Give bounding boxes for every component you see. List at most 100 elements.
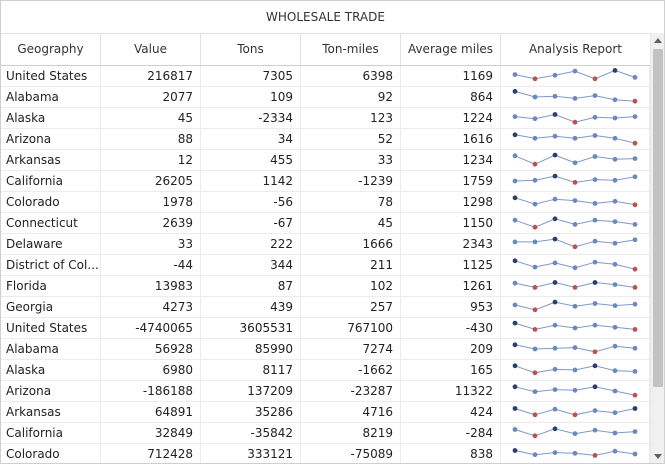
cell-ton-miles[interactable]: 1666	[301, 234, 401, 255]
table-row[interactable]: Arkansas 64891 35286 4716 424	[1, 402, 650, 423]
table-row[interactable]: Connecticut 2639 -67 45 1150	[1, 213, 650, 234]
cell-analysis-report[interactable]	[501, 255, 650, 276]
cell-average-miles[interactable]: 1759	[401, 171, 501, 192]
cell-value[interactable]: 56928	[101, 339, 201, 360]
cell-average-miles[interactable]: 1261	[401, 276, 501, 297]
cell-analysis-report[interactable]	[501, 129, 650, 150]
cell-value[interactable]: 2639	[101, 213, 201, 234]
cell-tons[interactable]: 455	[201, 150, 301, 171]
cell-value[interactable]: 12	[101, 150, 201, 171]
cell-ton-miles[interactable]: 92	[301, 87, 401, 108]
cell-average-miles[interactable]: 838	[401, 444, 501, 463]
cell-geography[interactable]: United States	[1, 318, 101, 339]
column-header-average-miles[interactable]: Average miles	[401, 33, 501, 65]
cell-analysis-report[interactable]	[501, 87, 650, 108]
column-header-tons[interactable]: Tons	[201, 33, 301, 65]
vertical-scrollbar[interactable]	[650, 33, 664, 463]
cell-geography[interactable]: Connecticut	[1, 213, 101, 234]
cell-value[interactable]: 6980	[101, 360, 201, 381]
column-header-value[interactable]: Value	[101, 33, 201, 65]
cell-ton-miles[interactable]: 78	[301, 192, 401, 213]
cell-tons[interactable]: -2334	[201, 108, 301, 129]
cell-ton-miles[interactable]: 6398	[301, 66, 401, 87]
chevron-down-icon[interactable]	[651, 449, 664, 463]
table-row[interactable]: District of Col... -44 344 211 1125	[1, 255, 650, 276]
table-row[interactable]: United States -4740065 3605531 767100 -430	[1, 318, 650, 339]
cell-value[interactable]: -186188	[101, 381, 201, 402]
cell-analysis-report[interactable]	[501, 444, 650, 463]
cell-value[interactable]: 13983	[101, 276, 201, 297]
cell-value[interactable]: -44	[101, 255, 201, 276]
cell-average-miles[interactable]: 1169	[401, 66, 501, 87]
cell-geography[interactable]: Arizona	[1, 381, 101, 402]
cell-ton-miles[interactable]: -23287	[301, 381, 401, 402]
cell-geography[interactable]: Arkansas	[1, 402, 101, 423]
cell-average-miles[interactable]: 953	[401, 297, 501, 318]
cell-geography[interactable]: Florida	[1, 276, 101, 297]
cell-tons[interactable]: -35842	[201, 423, 301, 444]
cell-tons[interactable]: 222	[201, 234, 301, 255]
table-row[interactable]: Georgia 4273 439 257 953	[1, 297, 650, 318]
cell-average-miles[interactable]: 424	[401, 402, 501, 423]
cell-ton-miles[interactable]: 7274	[301, 339, 401, 360]
cell-value[interactable]: 712428	[101, 444, 201, 463]
cell-tons[interactable]: 8117	[201, 360, 301, 381]
cell-value[interactable]: -4740065	[101, 318, 201, 339]
table-row[interactable]: Arizona -186188 137209 -23287 11322	[1, 381, 650, 402]
cell-value[interactable]: 2077	[101, 87, 201, 108]
cell-average-miles[interactable]: 209	[401, 339, 501, 360]
cell-ton-miles[interactable]: 45	[301, 213, 401, 234]
table-row[interactable]: Colorado 1978 -56 78 1298	[1, 192, 650, 213]
chevron-up-icon[interactable]	[651, 33, 664, 47]
cell-geography[interactable]: Georgia	[1, 297, 101, 318]
cell-ton-miles[interactable]: 8219	[301, 423, 401, 444]
table-row[interactable]: United States 216817 7305 6398 1169	[1, 66, 650, 87]
cell-value[interactable]: 33	[101, 234, 201, 255]
cell-analysis-report[interactable]	[501, 276, 650, 297]
cell-ton-miles[interactable]: 211	[301, 255, 401, 276]
cell-geography[interactable]: Delaware	[1, 234, 101, 255]
cell-geography[interactable]: Alaska	[1, 108, 101, 129]
cell-analysis-report[interactable]	[501, 66, 650, 87]
cell-tons[interactable]: -56	[201, 192, 301, 213]
table-row[interactable]: Alaska 45 -2334 123 1224	[1, 108, 650, 129]
table-row[interactable]: Alabama 56928 85990 7274 209	[1, 339, 650, 360]
cell-analysis-report[interactable]	[501, 318, 650, 339]
cell-value[interactable]: 64891	[101, 402, 201, 423]
table-row[interactable]: Arkansas 12 455 33 1234	[1, 150, 650, 171]
cell-tons[interactable]: 3605531	[201, 318, 301, 339]
cell-ton-miles[interactable]: -1662	[301, 360, 401, 381]
scrollbar-thumb[interactable]	[653, 49, 663, 387]
cell-tons[interactable]: 1142	[201, 171, 301, 192]
cell-tons[interactable]: 344	[201, 255, 301, 276]
cell-tons[interactable]: 7305	[201, 66, 301, 87]
cell-geography[interactable]: California	[1, 171, 101, 192]
cell-analysis-report[interactable]	[501, 339, 650, 360]
cell-geography[interactable]: Arkansas	[1, 150, 101, 171]
cell-average-miles[interactable]: 1125	[401, 255, 501, 276]
cell-average-miles[interactable]: 165	[401, 360, 501, 381]
cell-value[interactable]: 1978	[101, 192, 201, 213]
cell-analysis-report[interactable]	[501, 381, 650, 402]
cell-average-miles[interactable]: 864	[401, 87, 501, 108]
cell-tons[interactable]: -67	[201, 213, 301, 234]
cell-geography[interactable]: Arizona	[1, 129, 101, 150]
cell-tons[interactable]: 85990	[201, 339, 301, 360]
cell-value[interactable]: 26205	[101, 171, 201, 192]
cell-average-miles[interactable]: 11322	[401, 381, 501, 402]
cell-ton-miles[interactable]: 767100	[301, 318, 401, 339]
cell-analysis-report[interactable]	[501, 360, 650, 381]
cell-geography[interactable]: District of Col...	[1, 255, 101, 276]
cell-analysis-report[interactable]	[501, 192, 650, 213]
cell-analysis-report[interactable]	[501, 423, 650, 444]
cell-average-miles[interactable]: 2343	[401, 234, 501, 255]
cell-tons[interactable]: 333121	[201, 444, 301, 463]
cell-value[interactable]: 88	[101, 129, 201, 150]
cell-geography[interactable]: Alabama	[1, 87, 101, 108]
cell-value[interactable]: 45	[101, 108, 201, 129]
table-row[interactable]: Colorado 712428 333121 -75089 838	[1, 444, 650, 463]
cell-tons[interactable]: 439	[201, 297, 301, 318]
cell-value[interactable]: 32849	[101, 423, 201, 444]
cell-ton-miles[interactable]: -75089	[301, 444, 401, 463]
table-row[interactable]: Delaware 33 222 1666 2343	[1, 234, 650, 255]
